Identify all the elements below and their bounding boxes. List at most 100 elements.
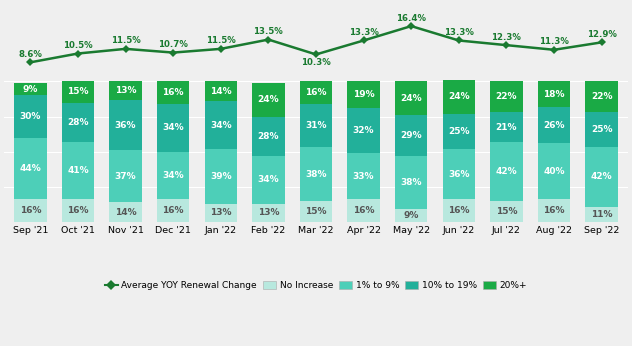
Bar xyxy=(442,149,475,200)
Bar xyxy=(300,147,332,201)
Text: 16%: 16% xyxy=(544,206,565,215)
Bar xyxy=(109,150,142,202)
Text: 26%: 26% xyxy=(544,120,565,129)
Bar xyxy=(252,117,284,156)
Bar xyxy=(585,207,618,222)
Bar xyxy=(62,81,94,102)
Bar xyxy=(14,83,47,95)
Text: 41%: 41% xyxy=(67,166,88,175)
Bar xyxy=(300,104,332,147)
Text: 13%: 13% xyxy=(258,208,279,217)
Text: 38%: 38% xyxy=(305,170,327,179)
Text: 10.7%: 10.7% xyxy=(158,40,188,49)
Text: 22%: 22% xyxy=(591,92,612,101)
Text: 21%: 21% xyxy=(495,122,517,131)
Text: 13%: 13% xyxy=(115,86,137,95)
Text: 31%: 31% xyxy=(305,121,327,130)
Bar xyxy=(395,81,427,115)
Bar xyxy=(538,200,570,222)
Bar xyxy=(14,200,47,222)
Text: 42%: 42% xyxy=(591,173,612,182)
Text: 19%: 19% xyxy=(353,90,374,99)
Text: 42%: 42% xyxy=(495,167,517,176)
Text: 16%: 16% xyxy=(67,206,88,215)
Bar xyxy=(490,81,523,112)
Text: 25%: 25% xyxy=(448,127,470,136)
Text: 12.9%: 12.9% xyxy=(586,30,617,39)
Bar xyxy=(538,81,570,107)
Legend: Average YOY Renewal Change, No Increase, 1% to 9%, 10% to 19%, 20%+: Average YOY Renewal Change, No Increase,… xyxy=(102,277,530,294)
Text: 32%: 32% xyxy=(353,126,374,135)
Bar xyxy=(585,147,618,207)
Text: 16%: 16% xyxy=(162,206,184,215)
Bar xyxy=(205,149,237,204)
Bar xyxy=(300,81,332,104)
Bar xyxy=(252,156,284,204)
Text: 10.3%: 10.3% xyxy=(301,58,331,67)
Text: 34%: 34% xyxy=(210,120,231,129)
Bar xyxy=(585,112,618,147)
Text: 14%: 14% xyxy=(115,208,137,217)
Text: 13.5%: 13.5% xyxy=(253,27,283,36)
Text: 30%: 30% xyxy=(20,112,41,121)
Bar xyxy=(442,114,475,149)
Text: 14%: 14% xyxy=(210,87,231,96)
Text: 16%: 16% xyxy=(162,88,184,97)
Bar xyxy=(109,81,142,100)
Bar xyxy=(205,204,237,222)
Text: 16%: 16% xyxy=(448,206,470,215)
Text: 16.4%: 16.4% xyxy=(396,13,426,22)
Text: 25%: 25% xyxy=(591,125,612,135)
Text: 24%: 24% xyxy=(448,92,470,101)
Text: 16%: 16% xyxy=(305,88,327,97)
Bar xyxy=(205,101,237,149)
Text: 18%: 18% xyxy=(544,90,565,99)
Text: 34%: 34% xyxy=(162,123,184,132)
Bar xyxy=(395,209,427,222)
Text: 33%: 33% xyxy=(353,172,374,181)
Bar xyxy=(348,81,380,108)
Text: 34%: 34% xyxy=(162,171,184,180)
Text: 28%: 28% xyxy=(67,118,88,127)
Text: 15%: 15% xyxy=(67,88,88,97)
Bar xyxy=(395,115,427,156)
Bar xyxy=(157,81,190,104)
Bar xyxy=(62,142,94,200)
Bar xyxy=(157,104,190,152)
Bar xyxy=(14,138,47,200)
Text: 10.5%: 10.5% xyxy=(63,41,93,50)
Bar xyxy=(442,80,475,114)
Bar xyxy=(348,108,380,153)
Bar xyxy=(490,142,523,201)
Bar xyxy=(538,143,570,200)
Bar xyxy=(348,200,380,222)
Text: 16%: 16% xyxy=(20,206,41,215)
Text: 44%: 44% xyxy=(20,164,41,173)
Bar xyxy=(300,201,332,222)
Text: 15%: 15% xyxy=(305,207,327,216)
Text: 24%: 24% xyxy=(401,94,422,103)
Bar xyxy=(585,81,618,112)
Bar xyxy=(157,200,190,222)
Text: 37%: 37% xyxy=(115,172,137,181)
Bar xyxy=(252,204,284,222)
Bar xyxy=(442,200,475,222)
Text: 24%: 24% xyxy=(258,95,279,104)
Bar xyxy=(395,156,427,209)
Bar xyxy=(14,95,47,138)
Text: 29%: 29% xyxy=(401,131,422,140)
Text: 34%: 34% xyxy=(258,175,279,184)
Bar xyxy=(205,81,237,101)
Text: 9%: 9% xyxy=(403,211,419,220)
Text: 40%: 40% xyxy=(544,167,565,176)
Text: 39%: 39% xyxy=(210,172,231,181)
Bar xyxy=(348,153,380,200)
Text: 38%: 38% xyxy=(401,178,422,187)
Text: 22%: 22% xyxy=(495,92,517,101)
Text: 36%: 36% xyxy=(448,170,470,179)
Bar xyxy=(252,83,284,117)
Text: 36%: 36% xyxy=(115,120,137,129)
Text: 11.5%: 11.5% xyxy=(206,36,236,45)
Bar xyxy=(62,200,94,222)
Text: 12.3%: 12.3% xyxy=(492,33,521,42)
